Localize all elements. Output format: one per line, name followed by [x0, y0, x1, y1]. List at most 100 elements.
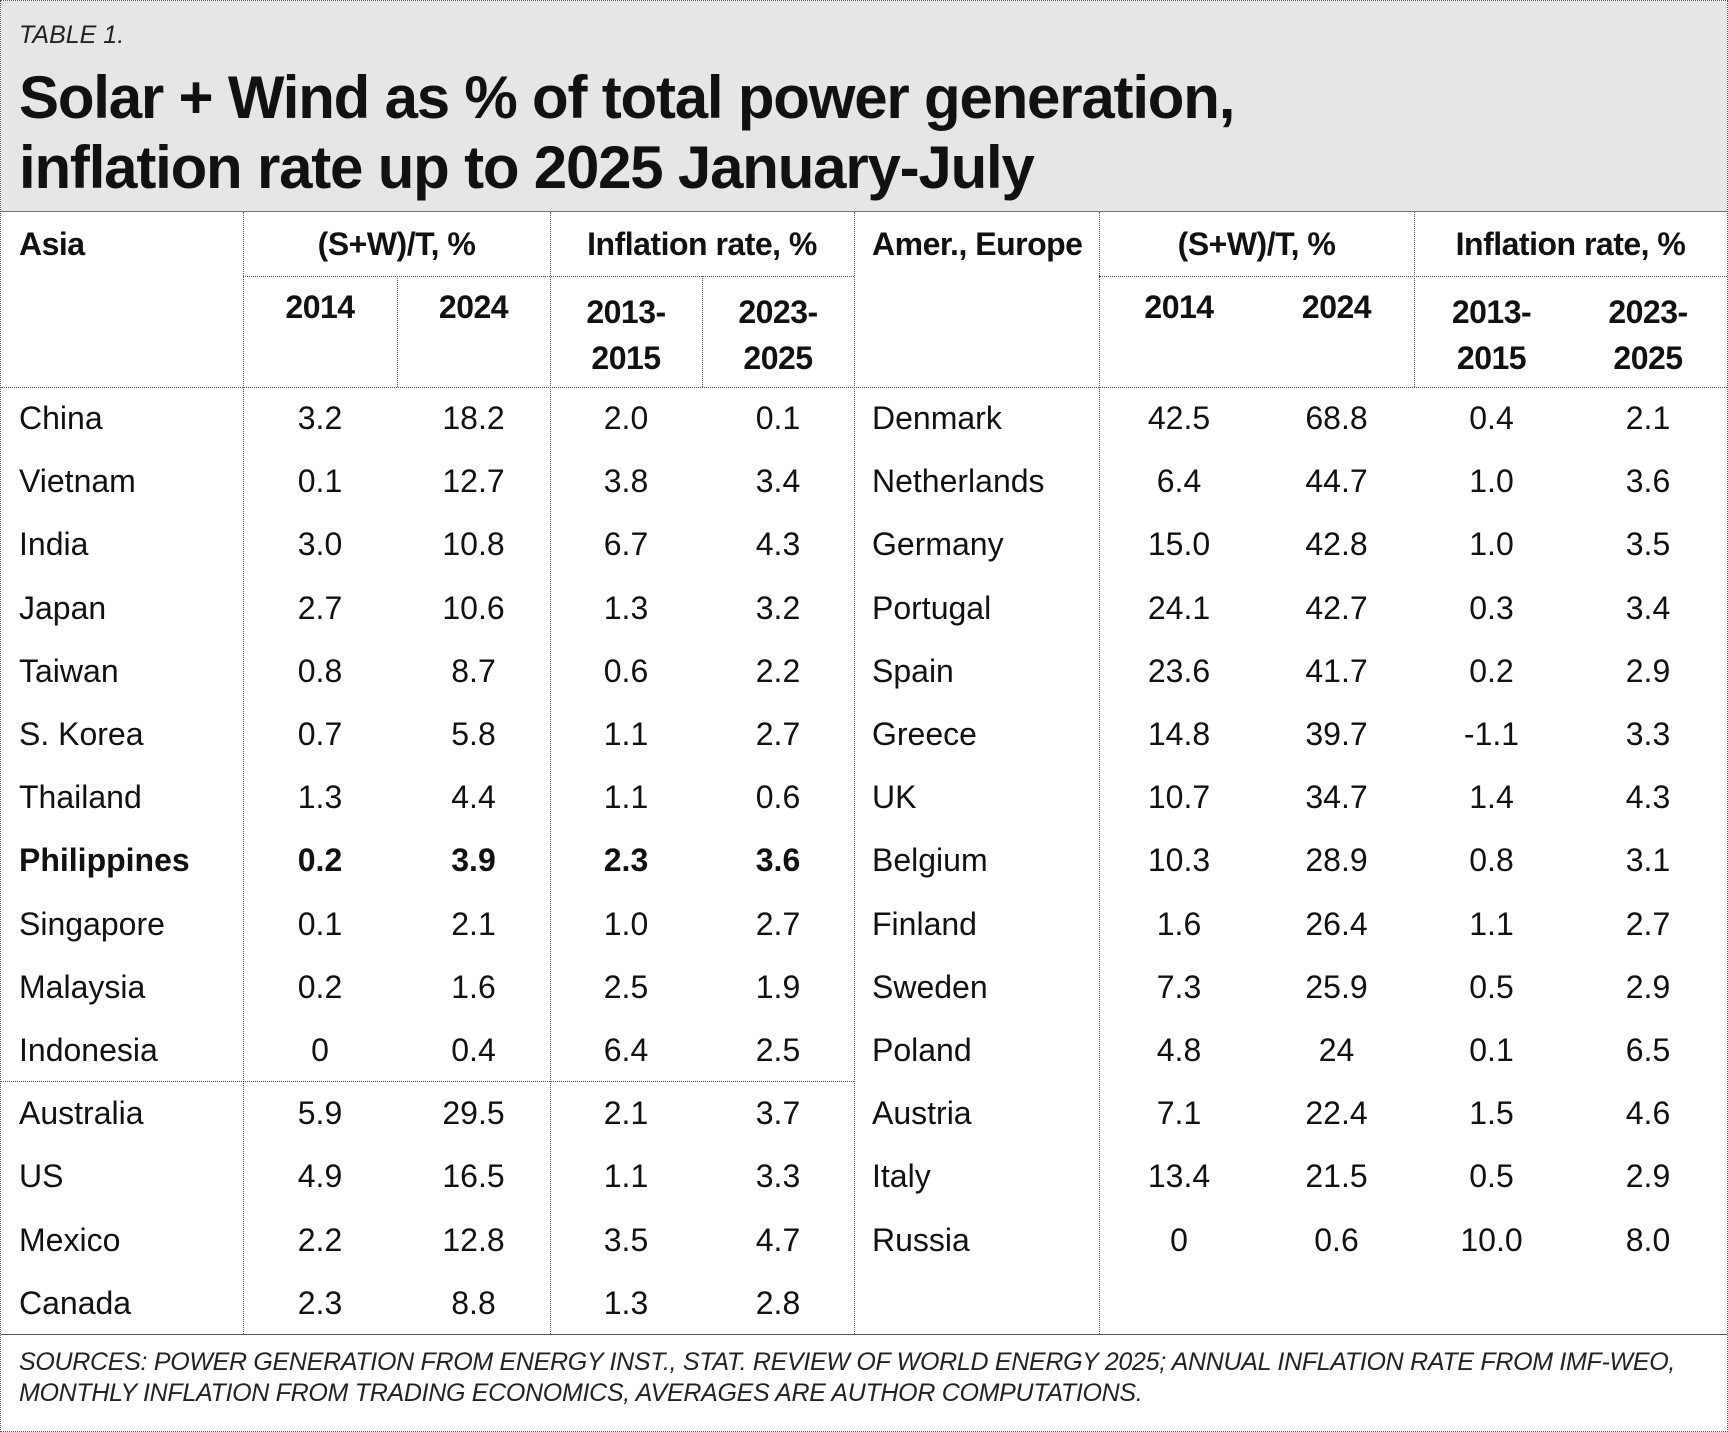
table-cell-sw2014: 7.1	[1156, 1095, 1202, 1131]
country-name: UK	[872, 779, 917, 815]
table-cell-inf2325: 4.3	[1625, 779, 1671, 815]
table-cell-inf1315: 1.3	[603, 1285, 649, 1321]
table-title-line-2: inflation rate up to 2025 January-July	[19, 134, 1035, 201]
year-2014-header-right: 2014	[1144, 289, 1214, 325]
country-name: Russia	[872, 1222, 970, 1258]
country-name: China	[19, 400, 103, 436]
table-cell-sw2024: 5.8	[451, 716, 496, 752]
table-cell-inf1315: -1.1	[1463, 716, 1520, 752]
range-2023-2025-header-right: 2023- 2025	[1608, 294, 1688, 376]
data-table: Asia (S+W)/T, % Inflation rate, % Amer.,…	[1, 212, 1727, 1334]
table-cell-sw2024: 42.7	[1305, 590, 1368, 626]
table-cell-sw2024: 25.9	[1305, 969, 1368, 1005]
country-name: Spain	[872, 653, 954, 689]
table-cell-inf2325: 0.6	[755, 779, 801, 815]
table-cell-inf1315: 0.8	[1469, 842, 1514, 878]
table-cell-inf1315: 1.1	[603, 779, 649, 815]
table-cell-sw2014: 5.9	[297, 1095, 343, 1131]
country-name: Canada	[19, 1285, 132, 1321]
table-cell-sw2014: 1.3	[297, 779, 343, 815]
amer-europe-header: Amer., Europe	[872, 226, 1083, 262]
year-2024-header-left: 2024	[438, 289, 509, 325]
table-cell-inf1315: 0.6	[603, 653, 649, 689]
country-name: Denmark	[872, 400, 1002, 436]
sources-note: SOURCES: POWER GENERATION FROM ENERGY IN…	[1, 1334, 1727, 1432]
table-cell-inf1315: 1.4	[1469, 779, 1514, 815]
table-cell-inf2325: 3.7	[755, 1095, 801, 1131]
table-cell-sw2024: 8.8	[451, 1285, 496, 1321]
table-cell-inf2325: 3.4	[1625, 590, 1671, 626]
table-cell-sw2014: 0.1	[297, 463, 343, 499]
country-name: Italy	[872, 1158, 931, 1194]
sources-text: SOURCES: POWER GENERATION FROM ENERGY IN…	[19, 1348, 1676, 1407]
table-cell-inf1315: 0.3	[1469, 590, 1514, 626]
inflation-header-right: Inflation rate, %	[1455, 226, 1686, 262]
table-cell-sw2014: 10.3	[1147, 842, 1211, 878]
range-2013-2015-header-right: 2013- 2015	[1451, 294, 1532, 376]
table-cell-inf2325: 3.5	[1625, 526, 1671, 562]
table-cell-sw2014: 24.1	[1147, 590, 1211, 626]
table-cell-sw2024: 41.7	[1305, 653, 1368, 689]
country-name: Australia	[19, 1095, 144, 1131]
range-2013-2015-header-left: 2013- 2015	[586, 294, 666, 376]
divider-left-right	[854, 212, 855, 1334]
table-label: TABLE 1.	[19, 21, 125, 49]
table-cell-sw2014: 23.6	[1147, 653, 1211, 689]
table-cell-sw2014: 10.7	[1147, 779, 1211, 815]
country-name: Belgium	[872, 842, 988, 878]
table-cell-sw2014: 15.0	[1147, 526, 1211, 562]
table-cell-inf1315: 6.7	[603, 526, 649, 562]
divider-left-inf1315	[702, 276, 703, 387]
table-cell-inf2325: 2.1	[1625, 400, 1671, 436]
table-cell-inf2325: 3.6	[755, 842, 801, 878]
table-cell-sw2024: 12.7	[442, 463, 505, 499]
table-cell-inf2325: 4.3	[755, 526, 801, 562]
table-cell-sw2024: 68.8	[1305, 400, 1368, 436]
table-cell-inf1315: 1.0	[603, 906, 649, 942]
table-cell-inf2325: 2.8	[755, 1285, 801, 1321]
table-cell-sw2014: 0.2	[297, 969, 343, 1005]
table-cell-inf2325: 2.9	[1625, 969, 1671, 1005]
table-cell-sw2014: 0.7	[297, 716, 343, 752]
country-name: S. Korea	[19, 716, 144, 752]
table-cell-inf2325: 6.5	[1625, 1032, 1671, 1068]
table-cell-inf1315: 1.1	[603, 1158, 649, 1194]
table-cell-inf1315: 3.5	[603, 1222, 649, 1258]
table-cell-inf2325: 4.6	[1625, 1095, 1671, 1131]
table-cell-sw2024: 1.6	[451, 969, 496, 1005]
table-cell-inf2325: 2.7	[755, 716, 801, 752]
table-cell-sw2024: 42.8	[1305, 526, 1368, 562]
divider-left-sw-inflation	[550, 212, 551, 1334]
table-cell-sw2014: 1.6	[1156, 906, 1202, 942]
table-cell-sw2024: 34.7	[1305, 779, 1368, 815]
table-cell-inf1315: 1.5	[1469, 1095, 1514, 1131]
table-title-line-1: Solar + Wind as % of total power generat…	[19, 64, 1235, 131]
table-cell-sw2014: 3.0	[297, 526, 343, 562]
table-cell-sw2014: 0.2	[297, 842, 343, 878]
table-cell-sw2024: 10.6	[442, 590, 505, 626]
table-cell-sw2014: 0	[1170, 1222, 1188, 1258]
divider-left-group	[243, 276, 854, 277]
table-cell-sw2014: 42.5	[1147, 400, 1211, 436]
table-cell-inf2325: 2.2	[755, 653, 801, 689]
table-cell-sw2024: 18.2	[442, 400, 505, 436]
table-cell-sw2024: 28.9	[1305, 842, 1368, 878]
table-cell-sw2024: 4.4	[451, 779, 496, 815]
table-cell-inf2325: 3.3	[1625, 716, 1671, 752]
table-cell-sw2014: 2.2	[297, 1222, 343, 1258]
table-cell-inf2325: 2.7	[755, 906, 801, 942]
table-cell-inf2325: 4.7	[755, 1222, 801, 1258]
country-name: Finland	[872, 906, 977, 942]
range-2023-2025-header-left: 2023- 2025	[738, 294, 818, 376]
country-name: Japan	[19, 590, 107, 626]
table-cell-sw2024: 29.5	[442, 1095, 505, 1131]
country-name: Germany	[872, 526, 1004, 562]
table-cell-sw2014: 0	[311, 1032, 329, 1068]
table-cell-inf1315: 1.0	[1469, 526, 1514, 562]
table-cell-sw2024: 26.4	[1305, 906, 1368, 942]
table-cell-inf2325: 8.0	[1625, 1222, 1671, 1258]
table-cell-inf2325: 2.7	[1625, 906, 1671, 942]
table-cell-sw2024: 21.5	[1305, 1158, 1368, 1194]
asia-header: Asia	[19, 226, 85, 262]
